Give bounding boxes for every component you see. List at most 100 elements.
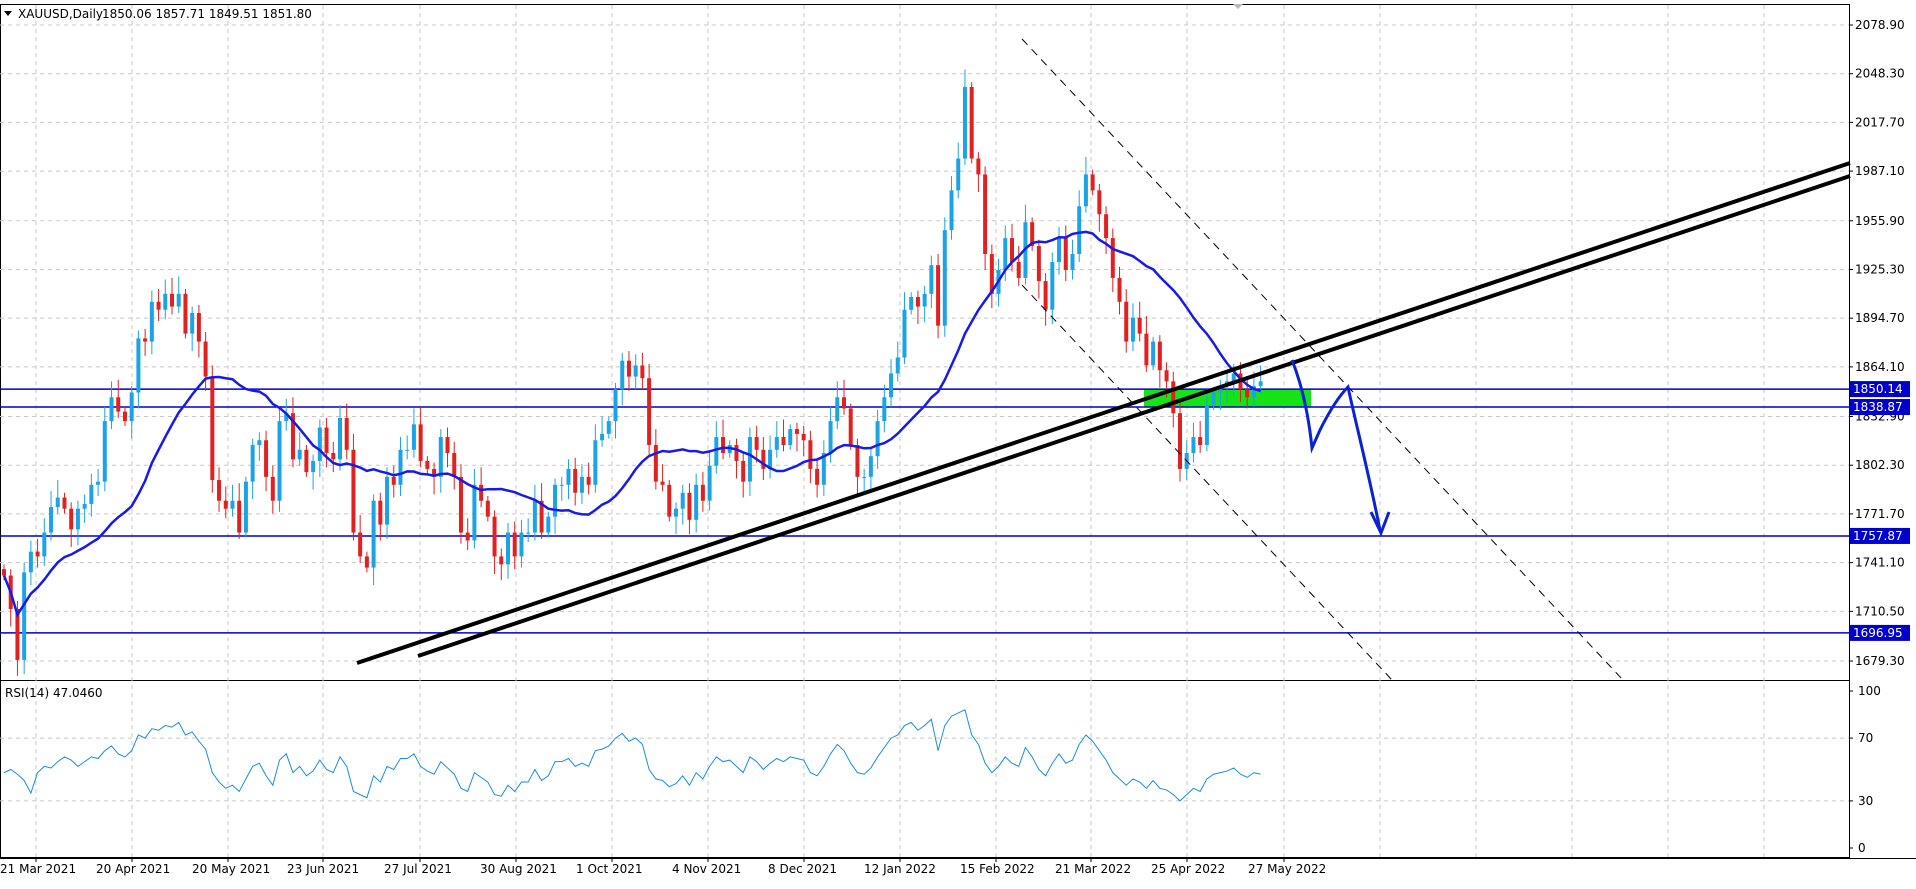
candle-body [761,449,766,469]
candle-body [331,452,336,460]
drawing-objects[interactable] [356,38,1851,681]
candle-body [1003,238,1008,270]
price-tick-label: 1894.70 [1855,311,1905,325]
price-tick-label: 1802.30 [1855,458,1905,472]
candle-body [290,413,295,460]
time-tick-label: 8 Dec 2021 [768,862,837,876]
candle-body [102,421,107,482]
candle-body [600,433,605,441]
candle-body [579,476,584,493]
time-tick-label: 27 Jul 2021 [384,862,452,876]
candle-body [28,551,33,573]
candle-body [956,158,961,191]
candle-body [465,532,470,541]
chart-title: XAUUSD,Daily [18,7,103,21]
candle-body [109,397,114,422]
candle-body [230,500,235,509]
candle-body [889,373,894,398]
time-tick-label: 23 Jun 2021 [287,862,359,876]
candle-body [553,484,558,517]
candle-body [714,437,719,466]
candle-body [546,516,551,533]
candle-body [210,376,215,481]
candle-body [667,484,672,517]
candle-body [156,301,161,310]
candle-body [176,293,181,307]
candle-body [1050,261,1055,310]
trendline-upper[interactable] [356,161,1851,665]
time-tick-label: 21 Mar 2022 [1055,862,1131,876]
time-tick-label: 20 May 2021 [192,862,270,876]
candle-body [593,440,598,485]
candle-body [22,572,27,660]
candle-body [1258,381,1263,387]
candle-body [452,452,457,477]
rsi-title: RSI(14) 47.0460 [5,686,103,700]
candle-body [680,492,685,509]
candle-body [1010,238,1014,262]
candle-body [1178,413,1182,469]
candle-body [499,556,504,565]
price-tick-label: 1741.10 [1855,556,1905,570]
projection-arrow-icon[interactable] [1369,511,1391,537]
candle-body [472,484,477,541]
candle-body [405,449,410,451]
candle-body [358,532,363,557]
level-price-tag [1850,624,1910,641]
trendline-lower[interactable] [417,174,1851,658]
price-tick-label: 1679.30 [1855,654,1905,668]
candle-body [163,293,168,310]
price-tick-label: 2017.70 [1855,115,1905,129]
price-tick-label: 1925.30 [1855,262,1905,276]
candle-body [788,429,793,446]
candle-body [149,301,154,342]
projected-path[interactable] [1290,359,1382,531]
candle-body [1231,373,1236,382]
candle-body [62,497,67,509]
candle-body [821,452,826,485]
candle-body [1077,206,1082,255]
candle-body [445,437,450,453]
candle-body [136,338,141,393]
shift-marker-icon[interactable] [1233,4,1243,9]
candle-body [243,481,248,533]
candle-body [196,312,201,342]
grid [0,5,1849,857]
channel-line-lower[interactable] [1021,284,1393,681]
candle-body [42,532,47,557]
channel-line-upper[interactable] [1021,38,1624,681]
candle-body [1198,437,1203,446]
candle-body [875,421,880,457]
candle-body [183,293,188,334]
price-tick-label: 1864.10 [1855,360,1905,374]
candle-body [351,449,356,533]
time-tick-label: 4 Nov 2021 [672,862,741,876]
candle-body [69,508,74,530]
candle-body [754,437,759,450]
level-price-tag [1850,381,1910,398]
candle-body [801,433,806,441]
candle-body [633,365,638,377]
candle-body [687,492,692,520]
candle-body [35,551,40,557]
candle-body [284,413,289,422]
candle-body [1097,190,1102,215]
candle-body [1211,392,1216,406]
candle-body [640,365,645,379]
candle-body [277,421,282,501]
symbol-menu-icon[interactable] [4,11,12,16]
candle-body [338,417,342,460]
candle-body [700,484,705,501]
candle-body [962,86,967,159]
candle-body [75,508,80,530]
candle-body [922,293,927,307]
candle-body [707,465,712,501]
candle-body [1144,333,1149,366]
candle-body [297,449,302,460]
candle-body [1063,238,1068,270]
candle-body [532,500,537,533]
candle-body [694,484,699,520]
candle-body [203,341,208,377]
